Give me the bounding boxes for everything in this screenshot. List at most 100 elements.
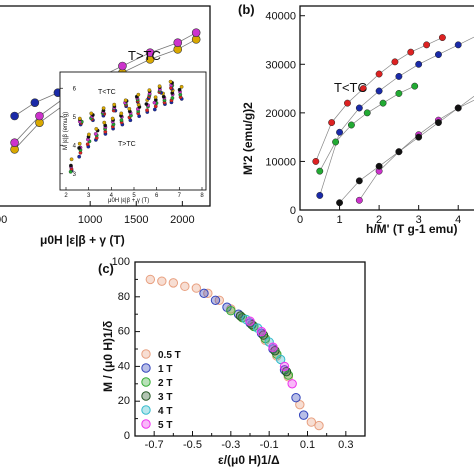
panel-a-inset-ylabel: M |ε|β (emu/g) <box>63 112 69 150</box>
panel-b-point <box>434 119 442 127</box>
panel-b-label: (b) <box>238 2 255 17</box>
panel-b-point <box>454 41 462 49</box>
panel-b-point <box>355 104 363 112</box>
panel-c-xlabel: ε/(μ0 H)1/Δ <box>218 453 280 467</box>
panel-b-point <box>375 70 383 78</box>
panel-a-inset-point <box>168 79 173 84</box>
panel-a-point <box>10 138 19 147</box>
panel-b-frame <box>299 5 474 211</box>
panel-c-point <box>295 399 305 410</box>
panel-b-point <box>355 177 363 185</box>
panel-a-inset-point <box>94 127 99 131</box>
panel-c-legend-marker <box>141 377 151 387</box>
panel-a-xtick-label: 000 <box>0 214 7 226</box>
panel-b-ylabel: M'2 (emu/g)2 <box>241 102 255 175</box>
panel-a-inset-point <box>127 106 132 111</box>
panel-b-point <box>316 191 324 199</box>
panel-c-legend-label: 3 T <box>158 392 172 403</box>
panel-c-point <box>281 366 292 377</box>
panel-b-point <box>395 89 403 97</box>
panel-a-inset-xtick-label: 7 <box>178 193 182 199</box>
panel-a-inset-point <box>157 84 162 89</box>
panel-a-inset-point <box>69 163 73 168</box>
panel-c-ytick-label: 100 <box>112 256 130 268</box>
panel-a-inset-xtick-label: 6 <box>155 193 159 199</box>
panel-c-xtick-label: 0.1 <box>300 439 315 451</box>
panel-b-ytick-label: 0 <box>290 205 296 217</box>
panel-a-point <box>118 61 127 71</box>
panel-c-yticks: 0 20 40 60 80 100 <box>112 256 140 442</box>
panel-b-yticks: 0 10000 20000 30000 40000 <box>265 11 305 217</box>
panel-a-inset-point <box>77 146 81 150</box>
panel-b-line-4 <box>339 95 474 203</box>
panel-a-inset-yticks: 3 4 5 6 <box>60 86 77 178</box>
panel-a-inset-point <box>77 154 82 159</box>
panel-b-point <box>415 133 423 141</box>
panel-a-inset-point <box>145 108 149 113</box>
panel-b-xtick-label: 3 <box>416 214 422 226</box>
panel-a-inset-xtick-label: 8 <box>200 193 204 199</box>
panel-c-ytick-label: 60 <box>118 326 130 338</box>
panel-c-legend-marker <box>141 391 151 401</box>
panel-b-point <box>415 60 423 68</box>
panel-c-point <box>210 295 221 305</box>
panel-b-point <box>379 99 387 107</box>
panel-c-ylabel: M / (μ0 H)1/δ <box>101 321 115 392</box>
panel-a-inset-point <box>152 107 157 112</box>
panel-c-legend-marker <box>141 405 151 415</box>
panel-c-ytick-label: 0 <box>124 430 130 442</box>
panel-a-inset-ytick-label: 3 <box>73 172 77 178</box>
panel-c-legend-label: 4 T <box>158 406 172 417</box>
panel-c-legend-label: 2 T <box>158 378 172 389</box>
panel-b-point <box>395 148 403 156</box>
panel-a-inset-point <box>119 111 124 116</box>
panel-b-series <box>312 34 474 207</box>
panel-a-inset-point <box>69 157 74 162</box>
panel-c-legend-marker <box>141 419 151 429</box>
panel-b-point <box>423 41 431 49</box>
panel-a-point <box>35 111 44 121</box>
panel-a-inset-ytick-label: 5 <box>73 115 77 121</box>
panel-b-point <box>336 199 344 207</box>
panel-c-ytick-label: 40 <box>118 360 130 372</box>
panel-b-line-3 <box>359 99 474 201</box>
panel-b-point <box>434 51 442 59</box>
panel-a-inset-ytick-label: 6 <box>73 86 77 92</box>
panel-a-inset-point <box>144 102 149 106</box>
panel-b-annotation: T<TC <box>334 80 367 95</box>
panel-b-point <box>411 82 419 90</box>
panel-a-inset-point <box>87 132 91 137</box>
panel-a-annotation: T>TC <box>128 48 161 63</box>
panel-c-point <box>245 316 255 326</box>
panel-b-point <box>375 162 383 170</box>
panel-a-frame <box>0 5 211 207</box>
panel-a-inset-point <box>110 116 115 121</box>
panel-b-point <box>375 87 383 95</box>
panel-a-xtick-label: 2000 <box>170 214 194 226</box>
panel-c-xtick-label: -0.3 <box>221 439 240 451</box>
panel-c-point <box>157 276 167 286</box>
panel-c-xticks: -0.7 -0.5 -0.3 -0.1 0.1 0.3 <box>134 431 366 451</box>
panel-b-ytick-label: 40000 <box>265 11 296 23</box>
panel-c-point <box>291 393 301 403</box>
panel-c-legend-marker <box>141 363 151 373</box>
panel-a-inset-xlabel: μ0H |ε|β + γ (T) <box>108 198 149 204</box>
panel-b-xtick-label: 0 <box>297 214 303 226</box>
panel-c-point <box>191 283 202 293</box>
panel-b-xtick-label: 4 <box>455 214 461 226</box>
panel-a-inset-point <box>85 142 90 147</box>
panel-c-legend-label: 5 T <box>158 420 172 431</box>
panel-b-ytick-label: 30000 <box>265 59 296 71</box>
panel-c: (c) -0.7 -0.5 -0.3 -0.1 0.1 0.3 020406080100 … <box>98 256 366 467</box>
panel-c-point <box>145 274 156 285</box>
panel-b-point <box>363 109 371 117</box>
panel-a-point <box>173 38 183 47</box>
panel-a-inset-xtick-label: 2 <box>64 193 68 199</box>
panel-b-xticks: 0 1 2 3 4 <box>297 205 461 226</box>
panel-c-point <box>268 342 278 352</box>
panel-c-point <box>180 281 190 292</box>
panel-c-point <box>199 288 209 299</box>
panel-a-inset-point <box>102 120 107 125</box>
